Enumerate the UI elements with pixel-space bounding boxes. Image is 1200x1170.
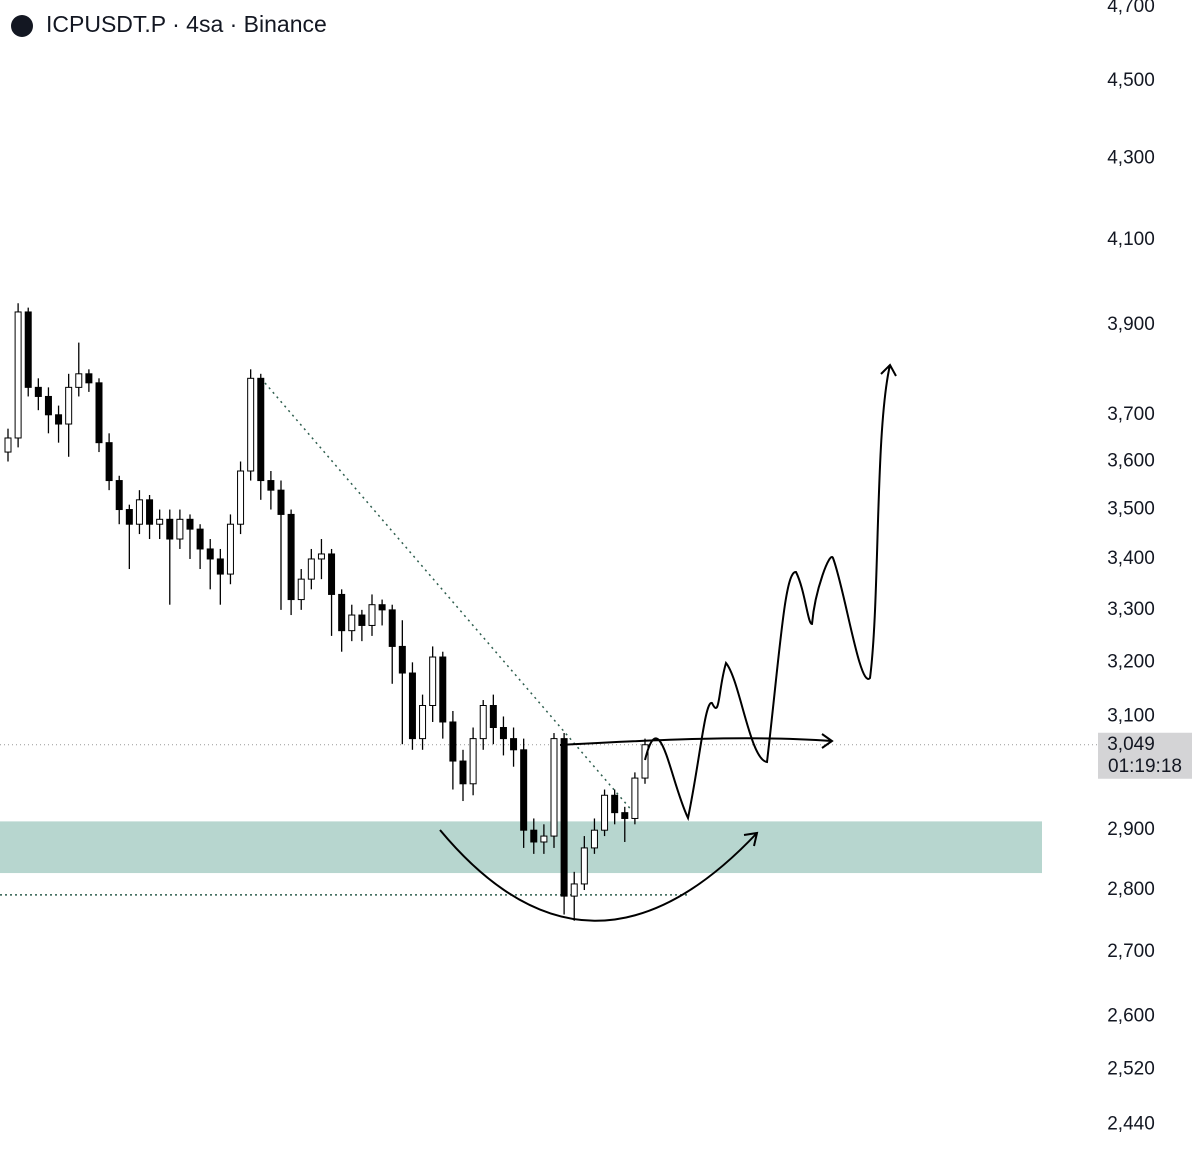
candle-body [530, 829, 538, 843]
candle-body [489, 705, 497, 729]
candle-body [540, 835, 548, 843]
y-tick-label: 4,500 [1107, 70, 1155, 91]
y-tick-label: 2,900 [1107, 819, 1155, 840]
candle-body [621, 812, 629, 819]
projection-arrow [644, 363, 897, 822]
y-tick-label: 2,700 [1107, 941, 1155, 962]
candle-body [4, 437, 12, 453]
y-tick-label: 3,700 [1107, 404, 1155, 425]
y-tick-label: 3,500 [1107, 499, 1155, 520]
countdown: 01:19:18 [1108, 756, 1182, 777]
candle-body [237, 470, 245, 525]
y-tick-label: 3,200 [1107, 651, 1155, 672]
candle-body [247, 377, 255, 472]
candle-body [419, 705, 427, 740]
candle-body [125, 509, 133, 525]
y-tick-label: 4,100 [1107, 229, 1155, 250]
candle-body [378, 604, 386, 611]
candle-body [550, 738, 558, 837]
candle-body [459, 760, 467, 785]
cup-arrow [439, 829, 759, 922]
candle-body [580, 847, 588, 885]
candle-body [590, 829, 598, 849]
candle-body [641, 744, 649, 779]
candle-body [115, 480, 123, 511]
candle-body [34, 386, 42, 397]
candle-body [24, 311, 32, 388]
candle-body [429, 656, 437, 707]
candle-body [267, 480, 275, 491]
candle-body [95, 382, 103, 444]
candle-body [55, 414, 63, 425]
candle-body [368, 604, 376, 626]
candle-body [408, 672, 416, 740]
candle-body [146, 499, 154, 525]
candle-body [510, 738, 518, 751]
y-tick-label: 3,600 [1107, 451, 1155, 472]
candle-body [226, 523, 234, 575]
candle-body [570, 883, 578, 897]
candle-body [206, 548, 214, 560]
candle-body [631, 777, 639, 819]
price-label: 3,049 [1107, 734, 1155, 755]
candle-body [297, 578, 305, 601]
candle-body [166, 518, 174, 540]
candle-body [196, 528, 204, 550]
candle-body [328, 553, 336, 595]
drawings [439, 363, 897, 922]
y-tick-label: 3,900 [1107, 314, 1155, 335]
candle-body [277, 489, 285, 515]
candle-body [257, 377, 265, 482]
candle-body [520, 749, 528, 831]
candle-body [105, 442, 113, 482]
candle-body [469, 738, 477, 785]
candle-body [14, 311, 22, 439]
candle-body [85, 373, 93, 384]
candle-body [44, 395, 52, 416]
y-tick-label: 3,300 [1107, 599, 1155, 620]
candle-body [479, 705, 487, 740]
candle-body [611, 794, 619, 814]
y-tick-label: 2,800 [1107, 879, 1155, 900]
price-label-box [1098, 732, 1192, 779]
candle-body [176, 518, 184, 540]
y-tick-label: 2,520 [1107, 1059, 1155, 1080]
candle-body [65, 386, 73, 425]
candle-body [287, 513, 295, 601]
level-arrow [559, 733, 834, 749]
chart-title: ICPUSDT.P · 4sa · Binance [46, 11, 327, 37]
candle-body [348, 614, 356, 632]
y-tick-label: 4,300 [1107, 148, 1155, 169]
layer-zone [0, 744, 1098, 896]
candle-body [601, 794, 609, 831]
y-tick-label: 2,440 [1107, 1114, 1155, 1135]
candle-body [560, 738, 568, 897]
logo [11, 15, 33, 37]
y-tick-label: 3,100 [1107, 705, 1155, 726]
candle-body [439, 656, 447, 723]
candle-body [156, 518, 164, 525]
candle-body [75, 373, 83, 388]
candle-body [338, 593, 346, 632]
candle-body [388, 609, 396, 647]
candles [4, 303, 649, 921]
candle-body [317, 553, 325, 560]
y-tick-label: 2,600 [1107, 1005, 1155, 1026]
candle-body [186, 518, 194, 530]
candle-body [216, 558, 224, 575]
candle-body [135, 499, 143, 525]
candle-body [499, 727, 507, 740]
y-tick-label: 4,700 [1107, 0, 1155, 17]
candle-body [398, 645, 406, 674]
candle-body [358, 614, 366, 626]
y-tick-label: 3,400 [1107, 548, 1155, 569]
candle-body [449, 721, 457, 762]
candle-body [307, 558, 315, 580]
